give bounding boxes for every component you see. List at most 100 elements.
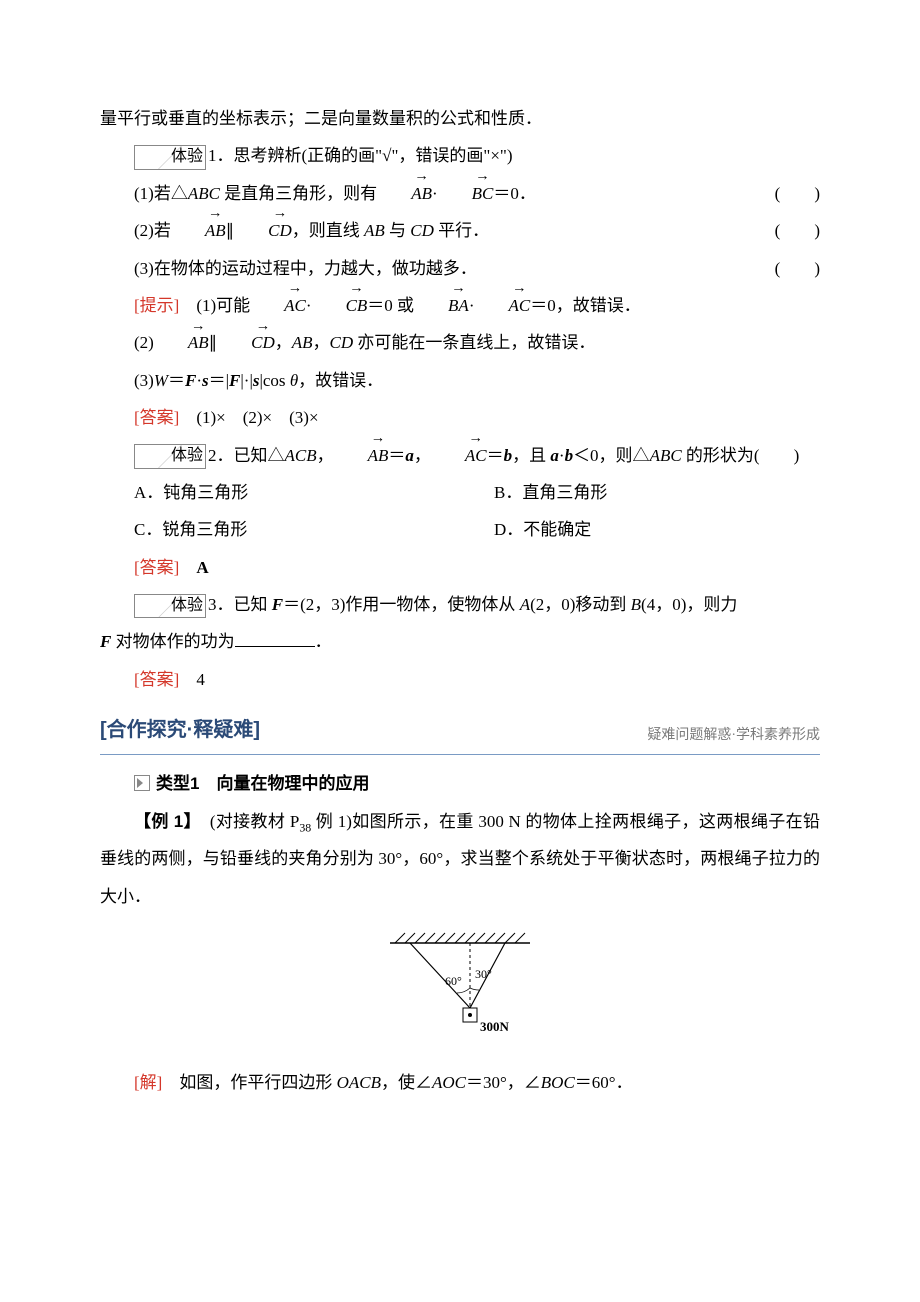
type1-heading: 类型1 向量在物理中的应用 xyxy=(100,765,820,802)
weight-label: 300N xyxy=(480,1019,510,1034)
ex1b: 例 1)如图所示，在重 300 N 的物体上拴两根绳子，这两根绳子在铅垂线的两侧… xyxy=(100,812,820,906)
vec-cd: CD xyxy=(234,212,292,249)
h2d: 亦可能在一条直线上，故错误． xyxy=(353,333,595,352)
q2g: ＜0，则△ xyxy=(573,446,650,465)
w: W xyxy=(154,371,168,390)
q2e: ＝ xyxy=(487,446,504,465)
q3f: ． xyxy=(315,632,332,651)
figure-svg: 60° 30° 300N xyxy=(360,923,560,1043)
vec-ab2: AB xyxy=(171,212,226,249)
abc2: ABC xyxy=(650,446,682,465)
F4: F xyxy=(100,632,111,651)
q2h: 的形状为( ) xyxy=(682,446,800,465)
ex1-stem: 【例 1】 (对接教材 P38 例 1)如图所示，在重 300 N 的物体上拴两… xyxy=(100,803,820,915)
vec-cd2: CD xyxy=(217,324,275,361)
q2-stem: 体验2．已知△ACB，AB＝a，AC＝b，且 a·b＜0，则△ABC 的形状为(… xyxy=(100,437,820,474)
h2b: ， xyxy=(275,333,292,352)
h3f: ，故错误． xyxy=(298,371,383,390)
ans3-text: 4 xyxy=(196,670,205,689)
par1: ∥ xyxy=(226,221,235,240)
section-right: 疑难问题解惑·学科素养形成 xyxy=(647,721,820,752)
section-left: [合作探究·释疑难] xyxy=(100,708,647,752)
ans-label3: [答案] xyxy=(134,670,179,689)
h3e: |cos xyxy=(259,371,289,390)
h3c: ＝| xyxy=(209,371,229,390)
intro-line: 量平行或垂直的坐标表示；二是向量数量积的公式和性质． xyxy=(100,100,820,137)
h2a: (2) xyxy=(134,333,154,352)
q3b: ＝(2，3)作用一物体，使物体从 xyxy=(283,595,520,614)
blank xyxy=(235,646,315,647)
q2b: ， xyxy=(317,446,334,465)
tag-tiyan3: 体验 xyxy=(134,594,206,618)
paren1: ( ) xyxy=(741,175,820,212)
q1-item2: (2)若AB∥CD，则直线 AB 与 CD 平行． ( ) xyxy=(100,212,820,249)
paren2: ( ) xyxy=(741,212,820,249)
type1-text: 类型1 向量在物理中的应用 xyxy=(156,774,369,793)
q1-i2-a: (2)若 xyxy=(134,221,171,240)
ans1-text: (1)× (2)× (3)× xyxy=(196,408,318,427)
q2a: 2．已知△ xyxy=(208,446,285,465)
h3a: (3) xyxy=(134,371,154,390)
theta: θ xyxy=(290,371,298,390)
sol-label: [解] xyxy=(134,1073,162,1092)
q2d: ， xyxy=(414,446,431,465)
q3e: 对物体作的功为 xyxy=(111,632,234,651)
boc: BOC xyxy=(541,1073,575,1092)
acb: ACB xyxy=(285,446,317,465)
q1-i2-c: 与 xyxy=(385,221,411,240)
q3-stem: 体验3．已知 F＝(2，3)作用一物体，使物体从 A(2，0)移动到 B(4，0… xyxy=(100,586,820,623)
q1-i2-d: 平行． xyxy=(434,221,489,240)
ex1sub: 38 xyxy=(299,820,311,834)
q3d: (4，0)，则力 xyxy=(641,595,737,614)
q1-i1-c: ＝0． xyxy=(493,184,536,203)
q1-hint3: (3)W＝F·s＝|F|·|s|cos θ，故错误． xyxy=(100,362,820,399)
ex1-label: 【例 1】 xyxy=(134,812,192,831)
vec-cb: CB xyxy=(312,287,368,324)
sol-d: ＝60°． xyxy=(575,1073,633,1092)
figure: 60° 30° 300N xyxy=(100,923,820,1056)
sol-a: 如图，作平行四边形 xyxy=(179,1073,336,1092)
vb2: b xyxy=(565,446,574,465)
cd2: CD xyxy=(330,333,354,352)
h1b: ＝0 或 xyxy=(367,296,414,315)
vec-ac3: AC xyxy=(431,437,487,474)
q2-optD: D．不能确定 xyxy=(460,511,820,548)
A: A xyxy=(520,595,530,614)
F2: F xyxy=(229,371,240,390)
vec-ab4: AB xyxy=(334,437,389,474)
sol-b: ，使∠ xyxy=(381,1073,432,1092)
q3-stem-line2: F 对物体作的功为 ． xyxy=(100,623,820,660)
q1-i2-b: ，则直线 xyxy=(292,221,364,240)
ab2: AB xyxy=(292,333,313,352)
h3eq: ＝ xyxy=(168,371,185,390)
q2f: ，且 xyxy=(512,446,550,465)
va: a xyxy=(405,446,414,465)
q3a: 3．已知 xyxy=(208,595,272,614)
va2: a xyxy=(550,446,559,465)
sol-c: ＝30°，∠ xyxy=(466,1073,541,1092)
q2-optB: B．直角三角形 xyxy=(460,474,820,511)
vec-ab3: AB xyxy=(154,324,209,361)
vb: b xyxy=(504,446,513,465)
cd-txt: CD xyxy=(410,221,434,240)
angle-30: 30° xyxy=(475,967,492,981)
B: B xyxy=(631,595,641,614)
vec-ba: BA xyxy=(414,287,469,324)
q2-answer: [答案] A xyxy=(100,549,820,586)
paren3: ( ) xyxy=(741,250,820,287)
section-header: [合作探究·释疑难] 疑难问题解惑·学科素养形成 xyxy=(100,708,820,755)
vec-ab: AB xyxy=(377,175,432,212)
q2-opts-row2: C．锐角三角形 D．不能确定 xyxy=(100,511,820,548)
q2-optC: C．锐角三角形 xyxy=(100,511,460,548)
ex1a: (对接教材 P xyxy=(210,812,300,831)
ab-txt: AB xyxy=(364,221,385,240)
q3-answer: [答案] 4 xyxy=(100,661,820,698)
oacb: OACB xyxy=(337,1073,381,1092)
h3d: |·| xyxy=(240,371,252,390)
q3c: (2，0)移动到 xyxy=(530,595,631,614)
angle-60: 60° xyxy=(445,974,462,988)
ans-label1: [答案] xyxy=(134,408,179,427)
vec-ac2: AC xyxy=(475,287,531,324)
s1: s xyxy=(202,371,209,390)
aoc: AOC xyxy=(432,1073,466,1092)
